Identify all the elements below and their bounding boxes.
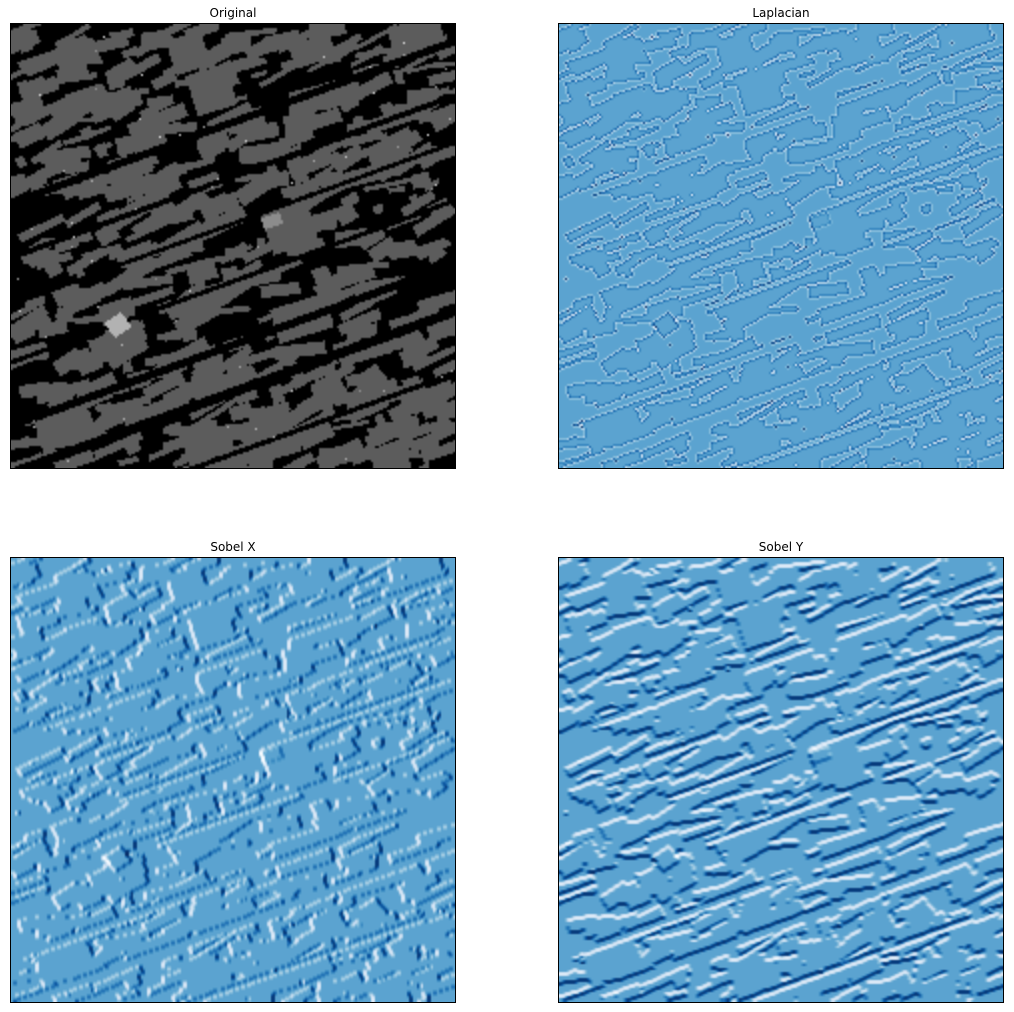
panel-title-original: Original	[209, 6, 257, 20]
image-original	[10, 23, 456, 469]
panel-title-sobel-y: Sobel Y	[758, 540, 804, 554]
panel-title-laplacian: Laplacian	[752, 6, 810, 20]
panel-title-sobel-x: Sobel X	[210, 540, 256, 554]
laplacian-image-canvas	[559, 24, 1003, 468]
original-image-canvas	[11, 24, 455, 468]
sobel-y-image-canvas	[559, 558, 1003, 1002]
sobel-x-image-canvas	[11, 558, 455, 1002]
image-sobel-x	[10, 557, 456, 1003]
image-sobel-y	[558, 557, 1004, 1003]
image-laplacian	[558, 23, 1004, 469]
